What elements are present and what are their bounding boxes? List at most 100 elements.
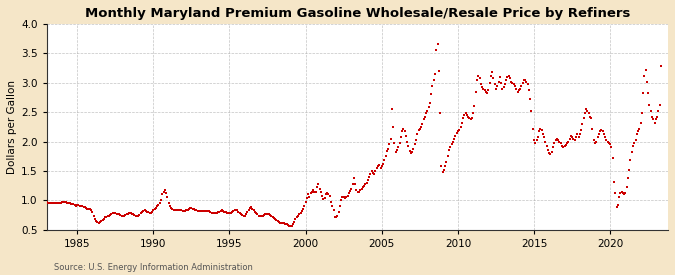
Point [510,83,520,88]
Point [492,83,503,88]
Point [93,221,104,225]
Point [439,167,450,172]
Point [195,209,206,213]
Point [238,213,249,218]
Point [298,207,308,211]
Point [355,188,366,192]
Point [182,208,193,212]
Point [530,141,541,145]
Point [253,213,264,218]
Point [558,145,569,150]
Point [620,191,631,196]
Point [201,209,212,213]
Point [288,222,298,226]
Point [306,190,317,194]
Point [626,150,637,154]
Point [449,136,460,141]
Point [280,222,291,226]
Point [55,200,66,205]
Point [466,116,477,120]
Point [115,213,126,217]
Point [267,215,278,220]
Point [344,191,354,196]
Point [427,83,438,88]
Point [570,135,581,139]
Point [474,76,485,80]
Point [230,208,241,212]
Point [535,126,546,131]
Point [364,175,375,179]
Point [250,211,261,215]
Point [57,200,68,204]
Point [92,220,103,224]
Point [596,128,607,132]
Point [309,189,320,194]
Point [384,142,395,147]
Point [220,210,231,214]
Point [644,103,655,107]
Point [223,211,234,216]
Point [455,125,466,129]
Point [279,221,290,226]
Point [495,81,506,85]
Point [525,97,536,101]
Point [178,209,189,213]
Point [622,176,633,180]
Point [493,79,504,84]
Point [293,213,304,218]
Point [248,208,259,213]
Point [58,200,69,204]
Point [544,151,555,155]
Point [458,116,468,120]
Point [269,216,279,220]
Point [304,195,315,199]
Point [322,191,333,196]
Point [574,132,585,137]
Point [649,120,660,125]
Point [96,219,107,223]
Point [139,208,150,213]
Point [583,111,594,116]
Point [65,202,76,206]
Point [390,150,401,154]
Point [128,212,138,217]
Point [651,117,661,121]
Point [551,137,562,141]
Point [188,207,199,211]
Point [392,148,402,153]
Point [345,189,356,193]
Point [554,139,565,144]
Point [573,135,584,139]
Point [133,214,144,218]
Point [155,201,165,205]
Point [402,139,412,144]
Point [232,208,242,213]
Point [341,195,352,199]
Point [210,211,221,216]
Point [579,111,590,116]
Point [531,138,542,142]
Point [619,192,630,197]
Point [117,213,128,218]
Point [130,213,141,218]
Point [60,200,71,204]
Point [213,210,223,214]
Point [123,212,134,216]
Point [369,172,379,177]
Point [446,142,457,147]
Point [242,209,252,214]
Point [224,211,235,216]
Point [485,73,496,78]
Point [422,109,433,113]
Point [246,205,256,210]
Point [615,191,626,196]
Point [308,188,319,192]
Point [366,169,377,173]
Point [289,219,300,224]
Point [284,224,294,228]
Point [475,82,486,86]
Point [324,194,335,199]
Point [527,126,538,131]
Point [252,212,263,217]
Point [452,129,463,133]
